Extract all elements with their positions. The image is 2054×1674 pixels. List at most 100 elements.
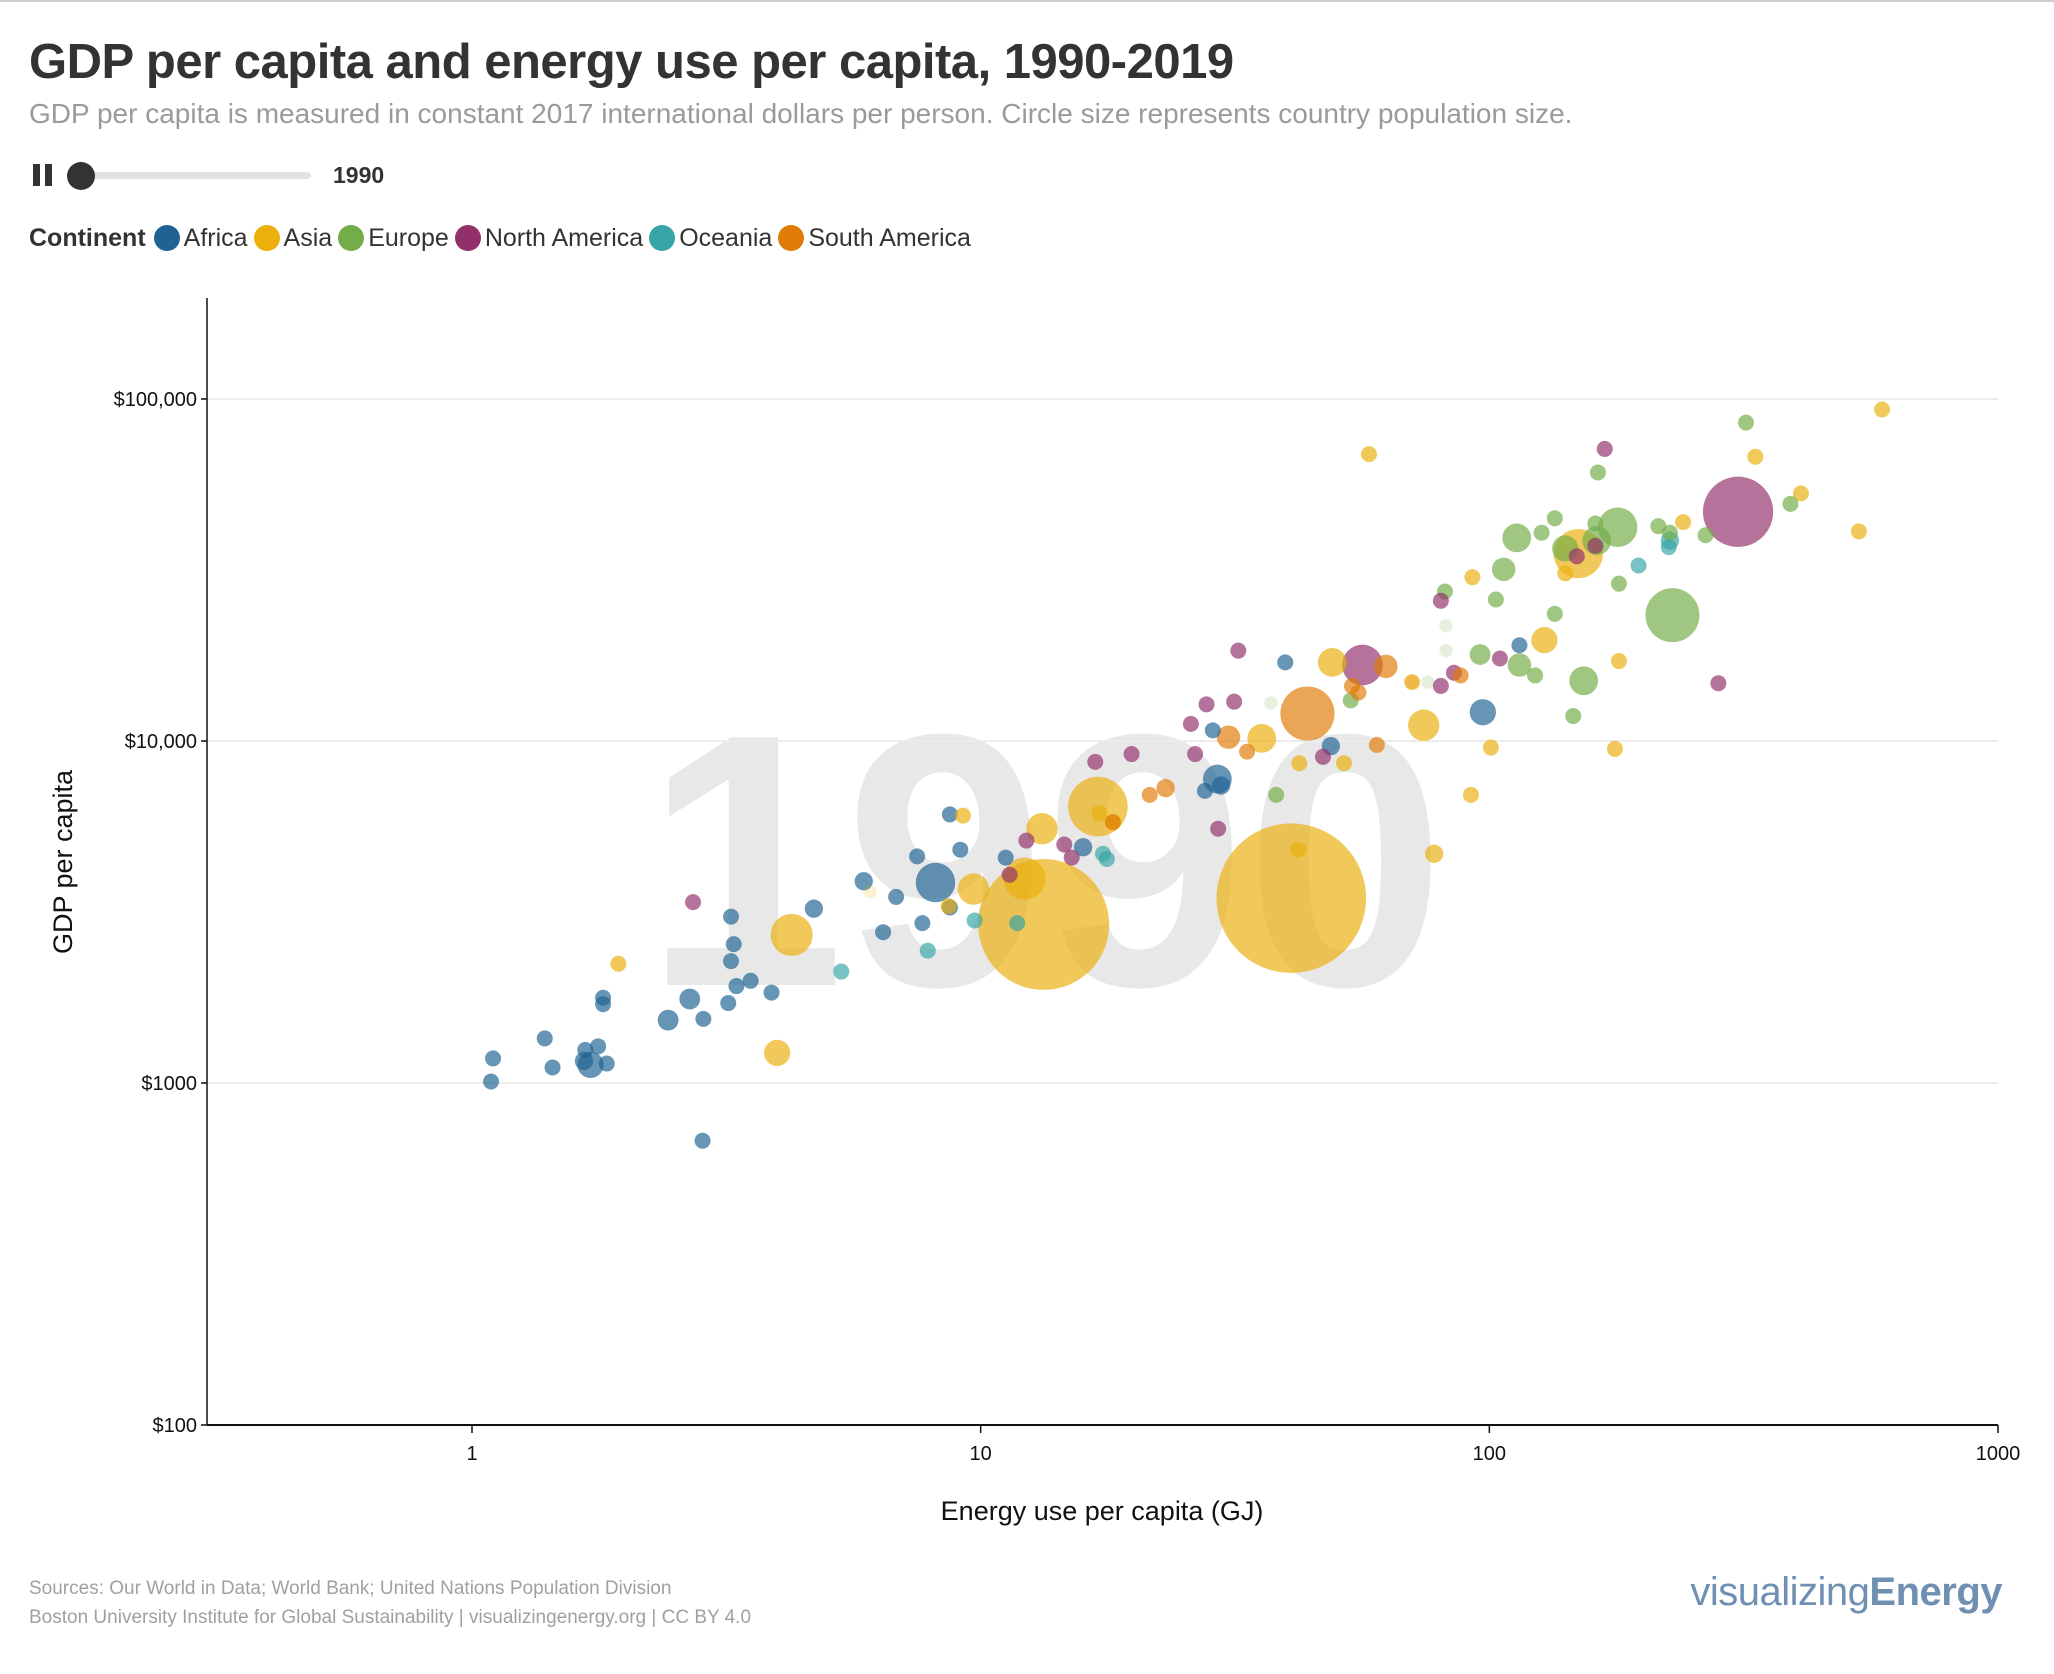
data-point-asia[interactable] [1531,627,1558,654]
data-point-asia[interactable] [1792,485,1809,502]
data-point-north-america[interactable] [1587,537,1604,554]
data-point-north-america[interactable] [1710,675,1727,692]
data-point-north-america[interactable] [1342,644,1383,686]
data-point-africa[interactable] [657,1009,679,1031]
data-point-oceania[interactable] [1630,557,1647,574]
data-point-europe[interactable] [1697,527,1714,544]
data-point-north-america[interactable] [1182,715,1199,732]
data-point-asia[interactable] [1336,755,1353,772]
data-point-europe[interactable] [1421,675,1435,689]
data-point-asia[interactable] [1290,841,1307,858]
data-point-africa[interactable] [679,988,701,1010]
data-point-europe[interactable] [1546,605,1563,622]
data-point-africa[interactable] [1073,838,1093,857]
data-point-africa[interactable] [577,1041,594,1058]
data-point-africa[interactable] [723,953,740,970]
data-point-asia[interactable] [1408,709,1440,741]
data-point-europe[interactable] [1491,557,1516,582]
data-point-africa[interactable] [723,908,740,925]
data-point-europe[interactable] [1587,515,1604,532]
data-point-europe[interactable] [1487,591,1504,608]
data-point-africa[interactable] [485,1050,502,1067]
pause-button[interactable] [33,164,53,186]
data-point-south-america[interactable] [1104,814,1121,831]
data-point-north-america[interactable] [1087,753,1104,770]
data-point-asia[interactable] [1462,786,1479,803]
data-point-north-america[interactable] [1702,476,1774,547]
data-point-africa[interactable] [483,1073,500,1090]
data-point-asia[interactable] [764,1039,791,1066]
data-point-africa[interactable] [595,996,612,1013]
data-point-africa[interactable] [598,1055,615,1072]
data-point-north-america[interactable] [1018,832,1035,849]
data-point-asia[interactable] [1404,674,1421,691]
data-point-europe[interactable] [1738,414,1755,431]
legend-item-oceania[interactable]: Oceania [649,224,772,253]
data-point-africa[interactable] [694,1132,711,1149]
data-point-europe[interactable] [1439,619,1453,633]
data-point-europe[interactable] [1645,588,1700,643]
data-point-oceania[interactable] [919,942,936,959]
data-point-asia[interactable] [1291,755,1308,772]
data-point-asia[interactable] [1026,813,1058,845]
data-point-north-america[interactable] [1187,746,1204,763]
data-point-africa[interactable] [590,1038,607,1055]
data-point-europe[interactable] [1661,524,1678,541]
data-point-north-america[interactable] [1063,849,1080,866]
data-point-asia[interactable] [1464,569,1481,586]
data-point-north-america[interactable] [1491,650,1508,667]
data-point-oceania[interactable] [966,912,983,929]
data-point-europe[interactable] [1439,644,1453,658]
data-point-south-america[interactable] [1239,743,1256,760]
legend-item-asia[interactable]: Asia [253,224,332,253]
data-point-asia[interactable] [1850,523,1867,540]
year-slider-thumb[interactable] [67,162,95,190]
data-point-africa[interactable] [728,978,745,995]
data-point-europe[interactable] [1782,495,1799,512]
data-point-north-america[interactable] [1432,592,1449,609]
data-point-africa[interactable] [1469,699,1496,726]
data-point-north-america[interactable] [1056,836,1073,853]
data-point-africa[interactable] [997,849,1014,866]
data-point-europe[interactable] [1610,575,1627,592]
data-point-asia[interactable] [863,885,877,899]
data-point-europe[interactable] [1502,523,1532,553]
data-point-europe[interactable] [1546,510,1563,527]
legend-item-north-america[interactable]: North America [454,224,643,253]
data-point-asia[interactable] [1360,446,1378,463]
data-point-oceania[interactable] [1098,850,1115,867]
data-point-africa[interactable] [720,995,737,1012]
data-point-africa[interactable] [1511,637,1528,654]
data-point-asia[interactable] [1247,723,1277,753]
data-point-africa[interactable] [725,936,742,953]
data-point-oceania[interactable] [1660,539,1677,556]
year-slider[interactable] [81,172,311,179]
data-point-north-america[interactable] [1315,748,1332,765]
data-point-africa[interactable] [695,1010,712,1027]
data-point-asia[interactable] [770,913,813,956]
data-point-south-america[interactable] [1280,686,1335,741]
data-point-africa[interactable] [804,899,824,918]
legend-item-south-america[interactable]: South America [778,224,971,253]
visualizing-energy-logo[interactable]: visualizingEnergy [1690,1570,2002,1615]
data-point-asia[interactable] [957,873,990,905]
data-point-north-america[interactable] [1198,696,1215,713]
data-point-north-america[interactable] [1226,693,1243,710]
data-point-europe[interactable] [1469,644,1491,665]
data-point-north-america[interactable] [1123,746,1140,763]
data-point-asia[interactable] [1606,740,1623,757]
data-point-africa[interactable] [1277,654,1294,671]
data-point-asia[interactable] [1091,805,1108,822]
data-point-asia[interactable] [1874,401,1891,418]
data-point-africa[interactable] [854,872,873,891]
data-point-africa[interactable] [888,888,905,905]
data-point-south-america[interactable] [1405,675,1419,689]
data-point-africa[interactable] [875,924,892,941]
data-point-asia[interactable] [1425,844,1444,863]
data-point-europe[interactable] [1268,786,1285,803]
data-point-africa[interactable] [909,848,926,865]
data-point-asia[interactable] [940,898,957,915]
data-point-africa[interactable] [1204,722,1221,739]
data-point-asia[interactable] [1747,448,1764,465]
data-point-europe[interactable] [1533,524,1550,541]
